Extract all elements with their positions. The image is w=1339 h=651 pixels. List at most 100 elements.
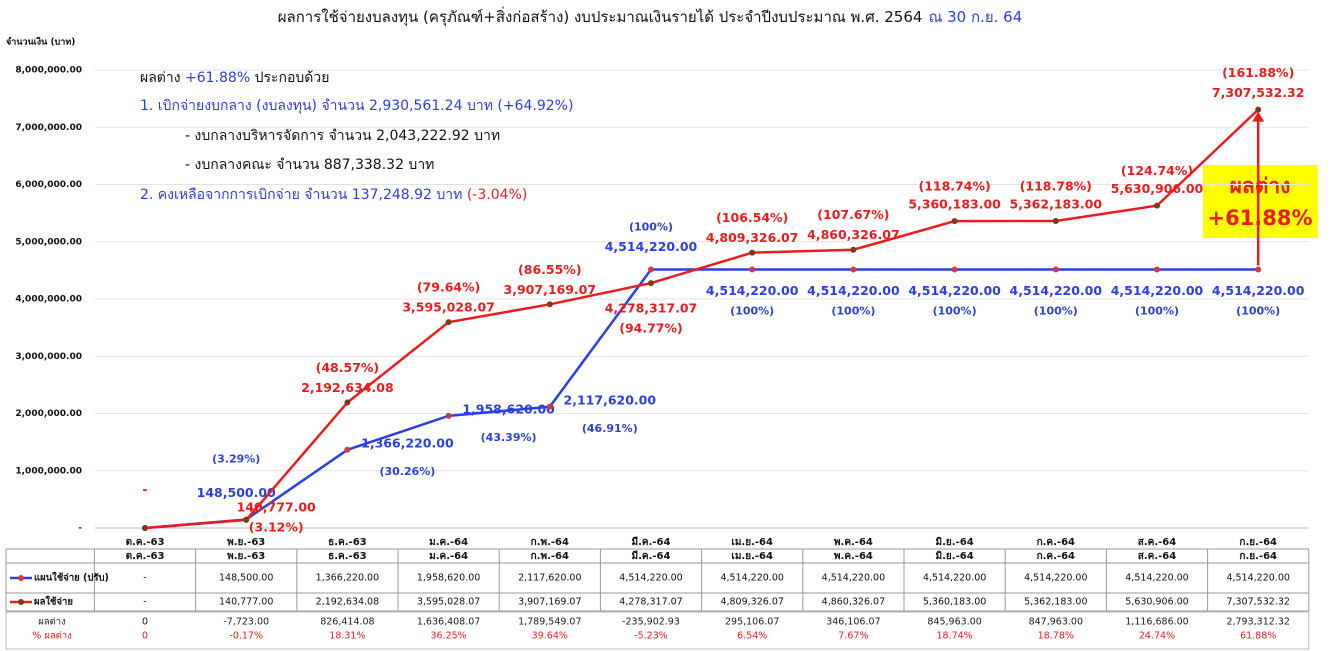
pct-label: (48.57%) (316, 360, 380, 375)
table-cell: 1,636,408.07 (417, 617, 480, 628)
table-cell: 3,907,169.07 (518, 597, 581, 608)
table-cell: 7,307,532.32 (1226, 597, 1289, 608)
y-tick-label: 3,000,000.00 (15, 352, 82, 362)
table-cell: 5,630,906.00 (1125, 597, 1188, 608)
x-tick-label: พ.ย.-63 (227, 537, 265, 548)
point (344, 446, 351, 453)
annotation-part: ผลต่าง (140, 70, 185, 86)
point (850, 266, 857, 273)
table-cell: 61.88% (1240, 631, 1276, 642)
x-tick-label: ม.ค.-64 (429, 537, 468, 548)
table-header: ก.พ.-64 (531, 551, 569, 562)
table-cell: 4,860,326.07 (822, 597, 885, 608)
callout-text: ผลต่าง (1230, 174, 1291, 198)
pct-label: - (142, 482, 147, 497)
table-cell: 18.74% (936, 631, 972, 642)
table-cell: 7.67% (838, 631, 868, 642)
pct-label: (100%) (831, 305, 875, 318)
table-cell: 4,514,220.00 (1226, 573, 1289, 584)
point (1052, 218, 1059, 225)
callout-text: +61.88% (1207, 206, 1312, 230)
pct-label: (79.64%) (417, 280, 481, 295)
table-cell: 346,106.07 (826, 617, 880, 628)
table-cell: 1,958,620.00 (417, 573, 480, 584)
point (1255, 106, 1262, 113)
point (1154, 266, 1160, 273)
point (749, 249, 756, 256)
legend-label: ผลใช้จ่าย (34, 596, 73, 608)
table-cell: 1,116,686.00 (1125, 617, 1188, 628)
table-header: มิ.ย.-64 (936, 550, 974, 562)
data-label: 4,514,220.00 (1111, 283, 1204, 298)
data-label: 7,307,532.32 (1212, 85, 1305, 100)
data-label: 140,777.00 (237, 499, 316, 514)
table-header: ส.ค.-64 (1138, 551, 1176, 562)
pct-label: (3.29%) (212, 452, 260, 465)
point (445, 412, 452, 419)
table-cell: 5,360,183.00 (923, 597, 986, 608)
title-main: ผลการใช้จ่ายงบลงทุน (ครุภัณฑ์+สิ่งก่อสร้… (278, 6, 923, 27)
data-label: 4,514,220.00 (807, 283, 900, 298)
x-tick-label: ธ.ค.-63 (328, 537, 366, 548)
table-cell: 1,789,549.07 (518, 617, 581, 628)
x-tick-label: ต.ค.-63 (126, 537, 165, 548)
point (445, 319, 452, 326)
pct-label: (3.12%) (249, 519, 304, 534)
annotation: 1. เบิกจ่ายงบกลาง (งบลงทุน) จำนวน 2,930,… (140, 98, 573, 114)
row-label: ผลต่าง (38, 617, 66, 628)
y-tick-label: 1,000,000.00 (15, 466, 82, 476)
pct-label: (100%) (1236, 305, 1280, 318)
annotation: - งบกลางบริหารจัดการ จำนวน 2,043,222.92 … (185, 128, 500, 144)
data-label: 4,514,220.00 (1212, 283, 1305, 298)
data-label: 4,514,220.00 (605, 239, 698, 254)
pct-label: (107.67%) (817, 207, 889, 222)
x-tick-label: ก.ค.-64 (1037, 537, 1075, 548)
series-line (144, 268, 1259, 530)
point (648, 280, 654, 287)
point (1255, 266, 1262, 273)
table-header: ม.ค.-64 (429, 551, 468, 562)
pct-label: (94.77%) (619, 321, 683, 336)
point (850, 246, 857, 253)
pct-label: (100%) (1034, 305, 1078, 318)
pct-label: (43.39%) (481, 431, 537, 444)
annotation-part: +61.88% (185, 70, 250, 86)
table-cell: 4,514,220.00 (1125, 573, 1188, 584)
chart-title: ผลการใช้จ่ายงบลงทุน (ครุภัณฑ์+สิ่งก่อสร้… (278, 6, 1023, 27)
callout-box (1203, 165, 1318, 238)
table-cell: 0 (142, 617, 148, 628)
table-header: เม.ย.-64 (731, 551, 773, 562)
table-header: มี.ค.-64 (632, 550, 671, 562)
legend-label: แผนใช้จ่าย (ปรับ) (34, 572, 109, 584)
table-cell: 4,278,317.07 (619, 597, 682, 608)
point (951, 266, 958, 273)
data-label: 5,630,906.00 (1111, 181, 1204, 196)
pct-label: (100%) (933, 305, 977, 318)
x-tick-label: ส.ค.-64 (1138, 537, 1176, 548)
table-cell: 5,362,183.00 (1024, 597, 1087, 608)
table-cell: 4,514,220.00 (923, 573, 986, 584)
point (951, 218, 958, 225)
data-label: 2,117,620.00 (564, 392, 657, 407)
table-cell: -7,723.00 (223, 617, 269, 628)
table-cell: 2,793,312.32 (1226, 617, 1289, 628)
table-cell: 2,192,634.08 (316, 597, 379, 608)
data-label: 3,907,169.07 (504, 282, 597, 297)
table-cell: 18.31% (329, 631, 365, 642)
data-label: 1,366,220.00 (361, 435, 454, 450)
data-label: 4,514,220.00 (706, 283, 799, 298)
point (243, 516, 250, 523)
x-tick-label: มิ.ย.-64 (936, 536, 974, 548)
table-cell: - (143, 597, 146, 608)
y-tick-label: 5,000,000.00 (15, 237, 82, 247)
y-tick-label: 2,000,000.00 (15, 409, 82, 419)
point (344, 399, 351, 406)
x-tick-label: ก.ย.-64 (1239, 537, 1277, 548)
pct-label: (46.91%) (582, 422, 638, 435)
table-cell: -5.23% (634, 631, 668, 642)
table-cell: 826,414.08 (320, 617, 374, 628)
table-cell: 847,963.00 (1029, 617, 1083, 628)
point (749, 266, 756, 273)
pct-label: (118.78%) (1020, 179, 1092, 194)
